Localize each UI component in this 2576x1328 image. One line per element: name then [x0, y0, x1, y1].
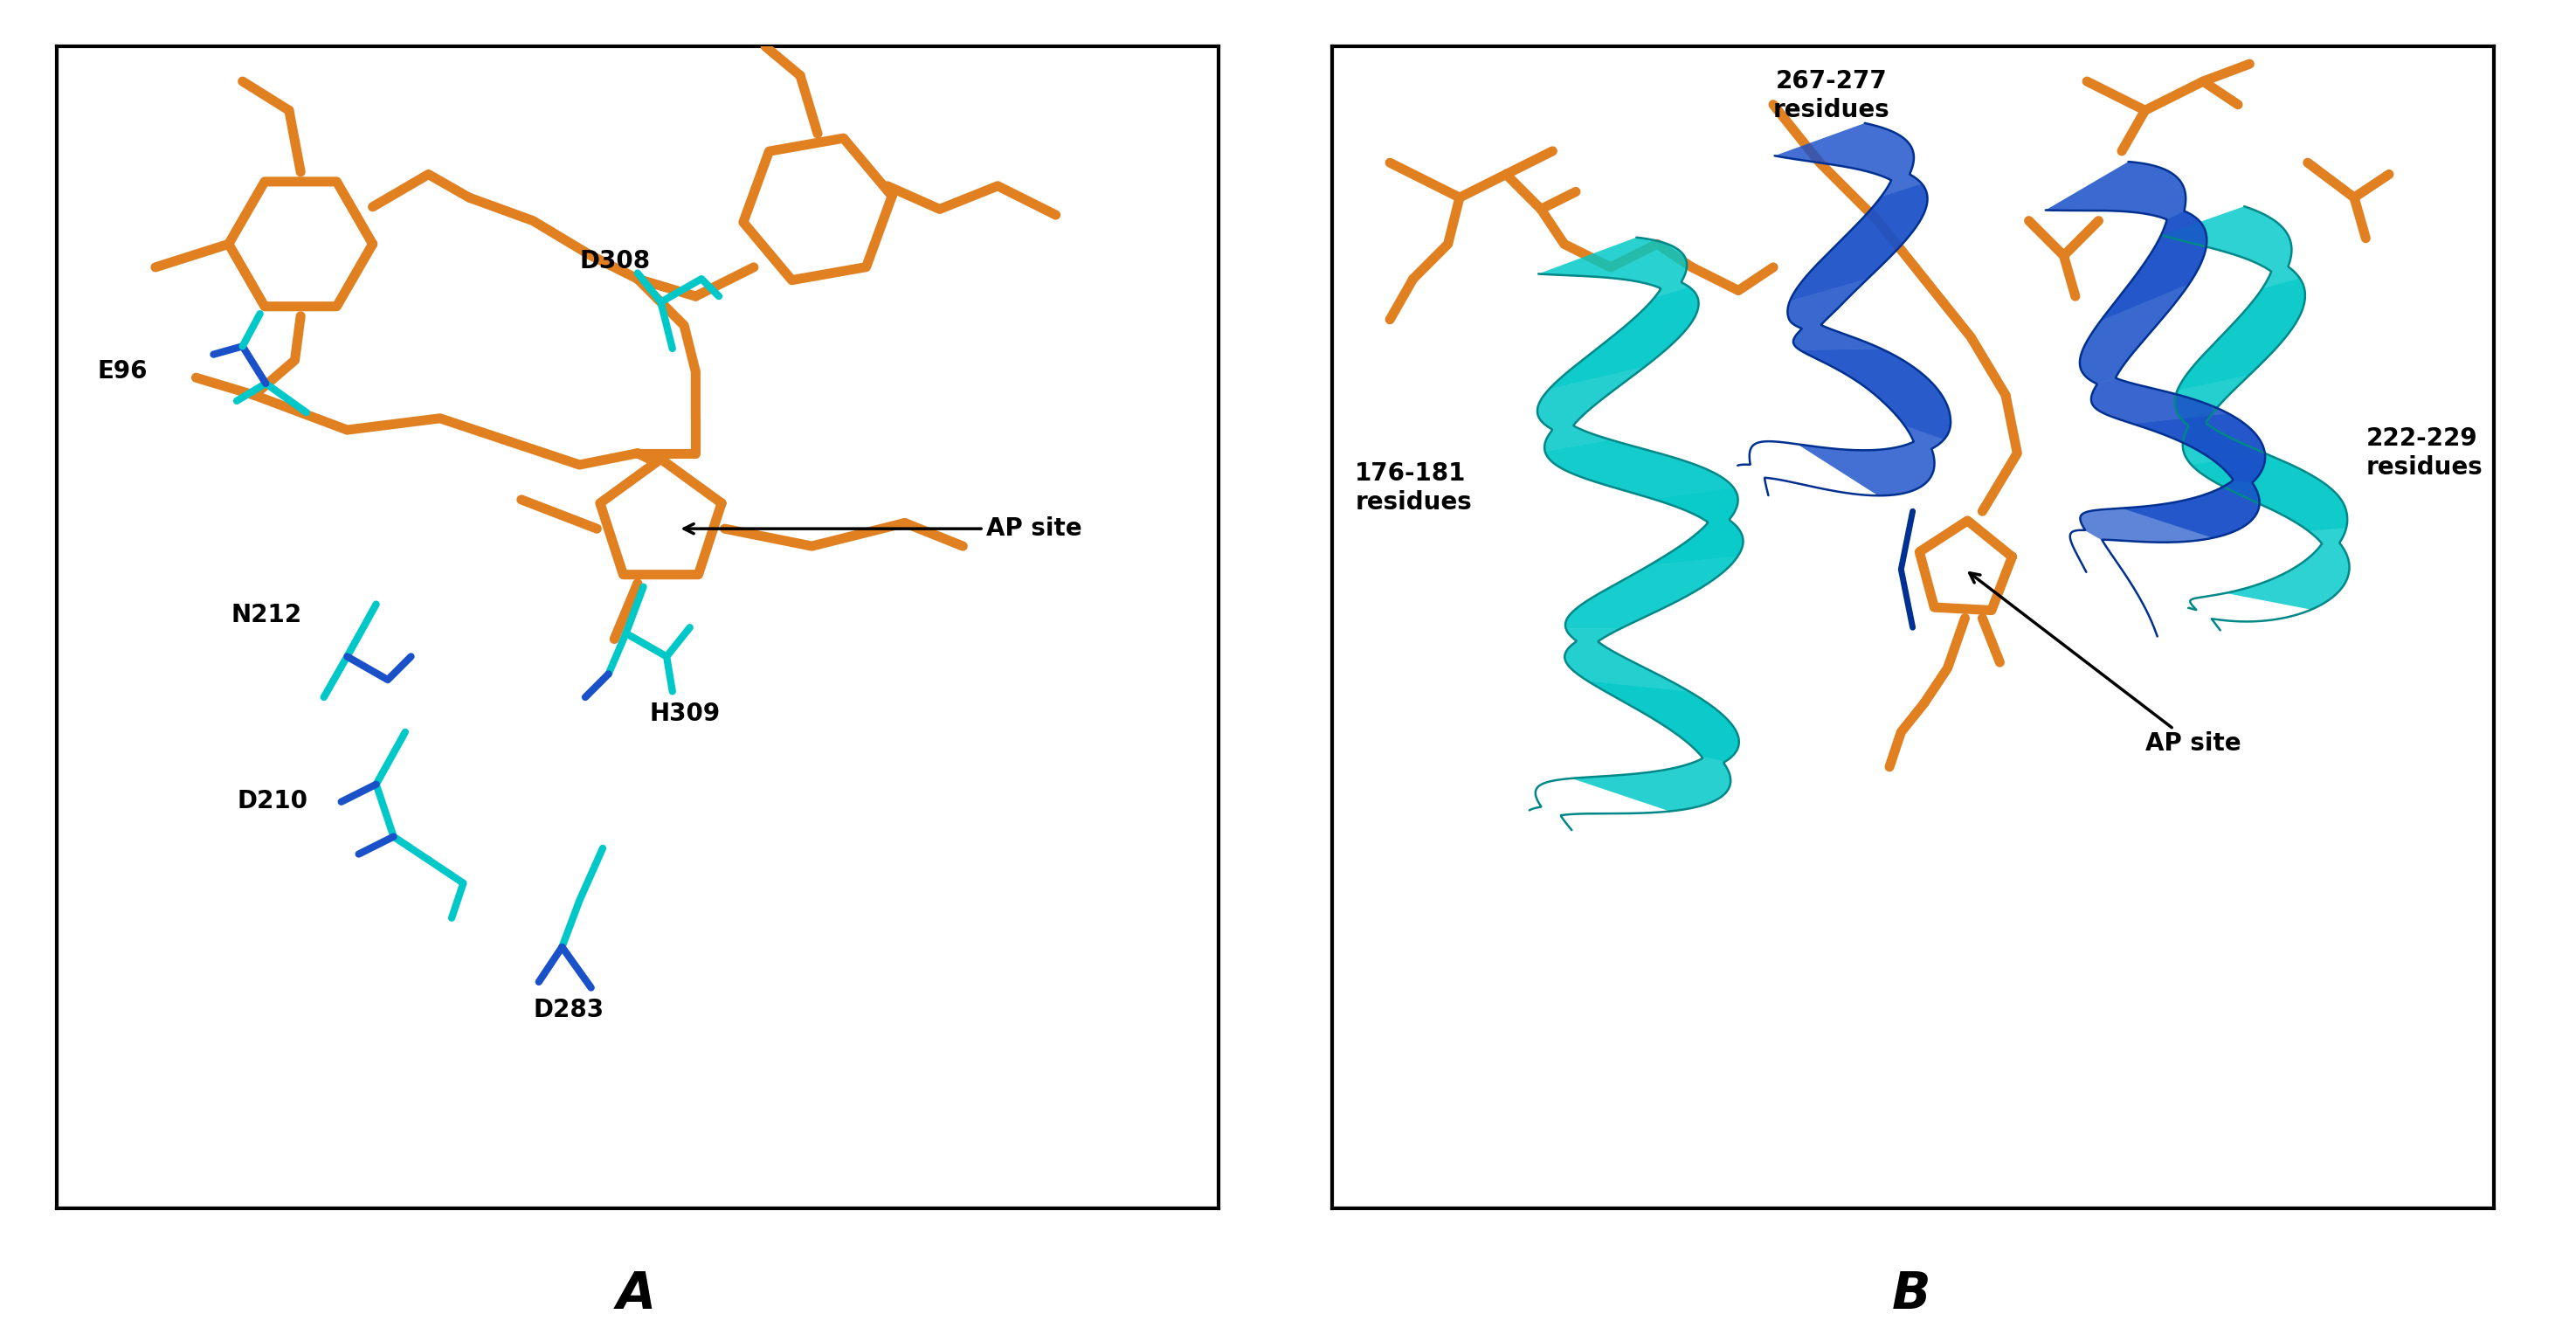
Text: 267-277
residues: 267-277 residues [1772, 69, 1891, 122]
Polygon shape [1538, 238, 1698, 389]
Polygon shape [2174, 376, 2347, 531]
Polygon shape [1546, 440, 1744, 566]
Polygon shape [2079, 211, 2208, 384]
Polygon shape [2161, 206, 2306, 390]
Text: AP site: AP site [1971, 572, 2241, 756]
Text: A: A [616, 1270, 657, 1320]
Polygon shape [1566, 487, 1744, 628]
Polygon shape [1788, 183, 1927, 351]
Text: 176-181
residues: 176-181 residues [1355, 462, 1471, 514]
Polygon shape [2123, 413, 2264, 538]
Polygon shape [1775, 124, 1927, 301]
Text: D308: D308 [580, 248, 649, 274]
Text: E96: E96 [98, 359, 147, 384]
Polygon shape [1538, 287, 1698, 452]
Polygon shape [2192, 453, 2349, 610]
Polygon shape [1788, 279, 1950, 440]
Text: D210: D210 [237, 789, 307, 813]
Polygon shape [2081, 481, 2259, 542]
Polygon shape [2092, 378, 2264, 483]
Polygon shape [2079, 284, 2228, 424]
Polygon shape [1564, 556, 1739, 692]
Polygon shape [1571, 681, 1739, 811]
Text: B: B [1891, 1270, 1932, 1320]
Polygon shape [1798, 349, 1950, 495]
Polygon shape [2174, 278, 2306, 465]
Polygon shape [1564, 628, 1739, 761]
Polygon shape [2045, 162, 2208, 321]
Text: D283: D283 [533, 999, 603, 1023]
Text: 222-229
residues: 222-229 residues [2365, 426, 2483, 479]
Text: AP site: AP site [685, 517, 1082, 540]
Text: N212: N212 [232, 603, 301, 628]
Text: H309: H309 [649, 701, 721, 726]
Polygon shape [1538, 367, 1734, 499]
